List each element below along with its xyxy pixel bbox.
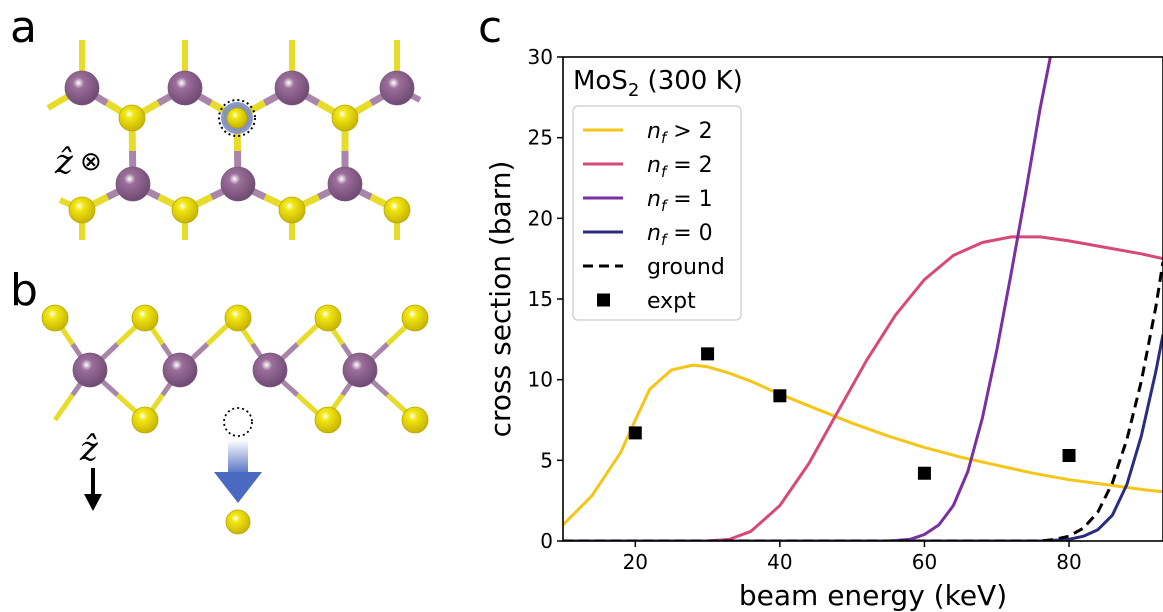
sputter-arrow-shaft (228, 440, 248, 476)
panel-letter-b: b (10, 265, 38, 316)
legend-label-n_1: nf = 1 (647, 187, 713, 215)
x-axis-ticks: 20 40 60 80 (623, 541, 1082, 574)
y-tick-label: 5 (540, 448, 553, 472)
y-tick-label: 10 (528, 368, 553, 392)
panel-a-structure (46, 40, 422, 240)
series-line-n_1 (563, 57, 1052, 541)
expt-point (773, 389, 787, 403)
series-line-n_gt2 (563, 363, 1163, 526)
mo-atom (274, 70, 310, 106)
vacancy-dotted-circle (223, 407, 253, 437)
s-atom (278, 196, 306, 224)
y-tick-label: 15 (528, 287, 553, 311)
y-axis-ticks: 0 5 10 15 20 25 30 (528, 45, 563, 553)
panel-letter-c: c (478, 2, 502, 53)
legend-label-ground: ground (647, 255, 725, 280)
mo-atom (342, 352, 378, 388)
legend-swatch-expt (597, 293, 610, 307)
y-axis-label: cross section (barn) (484, 161, 517, 438)
x-tick-label: 60 (912, 550, 937, 574)
x-axis-label: beam energy (keV) (739, 579, 1007, 612)
expt-point (1062, 448, 1076, 462)
panel-a-into-page-symbol: ⊗ (80, 147, 102, 177)
mo-atom (64, 70, 100, 106)
legend-label-expt: expt (647, 289, 696, 314)
mo-atom (72, 352, 108, 388)
panel-b-structure (41, 304, 429, 535)
mo-atom (115, 166, 151, 202)
panel-letter-a: a (10, 2, 37, 53)
s-atom (171, 196, 199, 224)
mo-atom (220, 166, 256, 202)
legend-label-n_2: nf = 2 (647, 153, 713, 181)
mo-atom (162, 352, 198, 388)
expt-point (701, 347, 715, 361)
series-line-n_2 (563, 235, 1163, 541)
y-tick-label: 25 (528, 126, 553, 150)
expt-point (628, 426, 642, 440)
series-layer (563, 57, 1163, 541)
legend-label-n_0: nf = 0 (647, 221, 713, 249)
mo-atom (252, 352, 288, 388)
y-tick-label: 20 (528, 206, 553, 230)
s-atom (314, 304, 342, 332)
s-atom (41, 304, 69, 332)
s-atom (331, 104, 359, 132)
y-tick-label: 30 (528, 45, 553, 69)
expt-points (628, 347, 1076, 480)
panel-b-z-arrow-icon (84, 468, 102, 511)
sputter-arrow-head-icon (214, 472, 262, 503)
mo-atom (327, 166, 363, 202)
mo-atom (167, 70, 203, 106)
panel-b-z-axis-label: ẑ (79, 429, 99, 469)
mo-atom (379, 70, 415, 106)
legend: nf > 2 nf = 2 nf = 1 nf = 0 ground expt (572, 105, 742, 321)
s-atom-sputtered (225, 509, 251, 535)
s-atom (68, 196, 96, 224)
s-atom (383, 196, 411, 224)
s-atom (401, 406, 429, 434)
material-annotation: MoS2 (300 K) (573, 66, 743, 101)
s-atom (224, 304, 252, 332)
expt-point (917, 466, 931, 480)
s-atom (118, 104, 146, 132)
s-atom-highlighted (226, 107, 248, 129)
bond (52, 393, 75, 422)
s-atom (314, 406, 342, 434)
s-atom (131, 406, 159, 434)
vacancy-dotted-circle (218, 99, 256, 137)
panel-a-z-axis-label: ẑ (54, 142, 74, 182)
x-tick-label: 80 (1056, 550, 1081, 574)
x-tick-label: 40 (767, 550, 792, 574)
s-atom (401, 304, 429, 332)
series-line-ground (563, 261, 1163, 541)
s-atom (131, 304, 159, 332)
y-tick-label: 0 (540, 529, 553, 553)
x-tick-label: 20 (623, 550, 648, 574)
legend-label-n_gt2: nf > 2 (647, 119, 713, 147)
